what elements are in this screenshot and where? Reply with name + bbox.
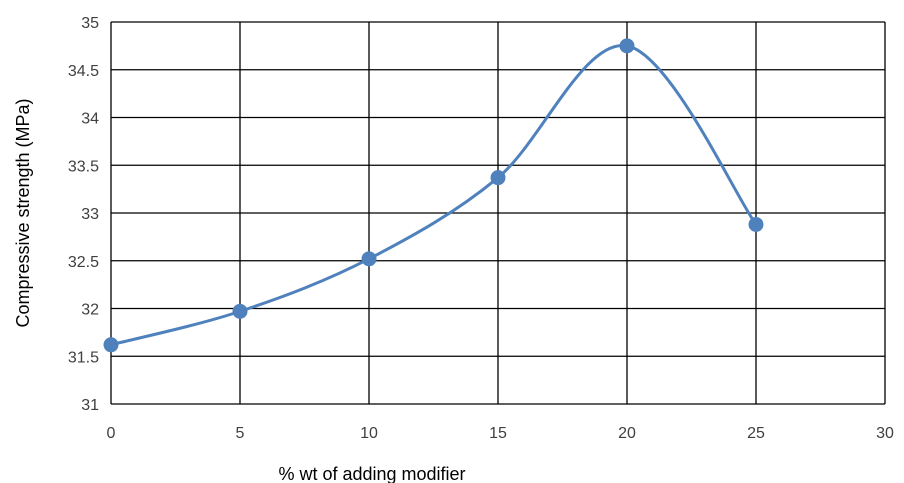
series-layer [103, 38, 764, 353]
y-tick-label-3: 32.5 [68, 254, 99, 271]
y-tick-label-7: 34.5 [68, 63, 99, 80]
x-tick-label-1: 5 [236, 425, 245, 442]
series-line-0 [110, 44, 758, 347]
y-tick-label-1: 31.5 [68, 349, 99, 366]
data-point-0-3 [490, 170, 506, 186]
x-tick-label-3: 15 [489, 425, 507, 442]
x-tick-label-4: 20 [618, 425, 636, 442]
x-tick-label-6: 30 [876, 425, 894, 442]
y-tick-labels: 31 31.5 32 32.5 33 33.5 34 34.5 35 [68, 15, 99, 414]
grid [110, 21, 886, 405]
data-point-0-0 [103, 337, 119, 353]
y-tick-label-8: 35 [81, 15, 99, 32]
x-tick-label-2: 10 [360, 425, 378, 442]
data-point-0-1 [232, 303, 248, 319]
x-tick-labels: 0 5 10 15 20 25 30 [107, 425, 894, 442]
y-tick-label-0: 31 [81, 397, 99, 414]
x-tick-label-5: 25 [747, 425, 765, 442]
y-tick-label-5: 33.5 [68, 158, 99, 175]
data-point-0-4 [619, 38, 635, 54]
data-point-0-2 [361, 251, 377, 267]
y-tick-label-2: 32 [81, 302, 99, 319]
y-tick-label-4: 33 [81, 206, 99, 223]
y-tick-label-6: 34 [81, 111, 99, 128]
x-tick-label-0: 0 [107, 425, 116, 442]
x-axis-title: % wt of adding modifier [278, 464, 465, 483]
data-point-0-5 [748, 216, 764, 232]
y-axis-title: Compressive strength (MPa) [13, 98, 33, 327]
